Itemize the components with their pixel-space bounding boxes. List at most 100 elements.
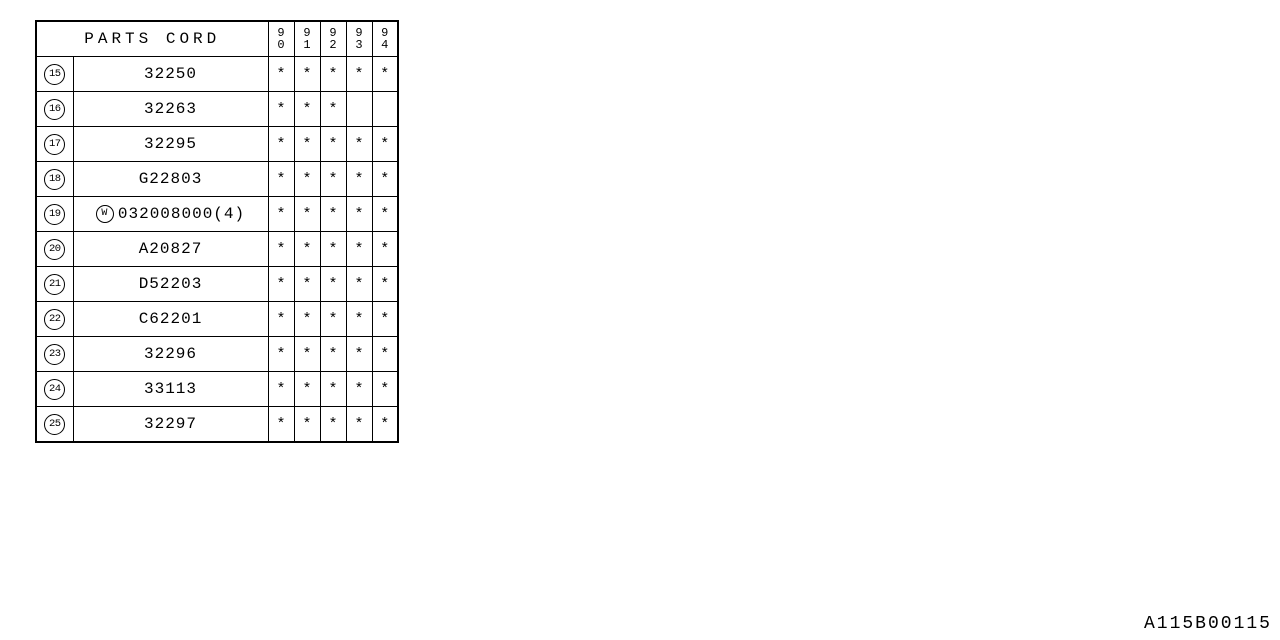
year-mark-cell: * xyxy=(268,337,294,372)
year-mark-cell: * xyxy=(294,232,320,267)
year-mark-cell: * xyxy=(268,267,294,302)
year-mark-cell: * xyxy=(346,232,372,267)
year-mark-cell: * xyxy=(320,337,346,372)
year-mark-cell xyxy=(346,92,372,127)
year-mark-cell: * xyxy=(320,197,346,232)
year-mark-cell: * xyxy=(294,267,320,302)
year-mark-cell: * xyxy=(320,57,346,92)
part-code-text: 32295 xyxy=(144,135,197,153)
year-mark-cell: * xyxy=(372,197,398,232)
year-mark-cell: * xyxy=(268,372,294,407)
table-row: 18G22803***** xyxy=(36,162,398,197)
part-code-text: A20827 xyxy=(139,240,203,258)
year-mark-cell: * xyxy=(346,267,372,302)
part-code-cell: A20827 xyxy=(73,232,268,267)
year-mark-cell: * xyxy=(268,232,294,267)
year-mark-cell: * xyxy=(320,232,346,267)
part-prefix-badge: W xyxy=(96,205,114,223)
year-mark-cell: * xyxy=(294,372,320,407)
year-mark-cell: * xyxy=(294,407,320,443)
header-year-90: 90 xyxy=(268,21,294,57)
row-index-badge: 19 xyxy=(44,204,65,225)
year-mark-cell: * xyxy=(320,302,346,337)
parts-table: PARTS CORD 90 91 92 93 94 1532250*****16… xyxy=(35,20,399,443)
row-index-cell: 17 xyxy=(36,127,73,162)
part-code-text: G22803 xyxy=(139,170,203,188)
year-mark-cell: * xyxy=(320,407,346,443)
year-mark-cell: * xyxy=(320,372,346,407)
part-code-cell: G22803 xyxy=(73,162,268,197)
table-body: 1532250*****1632263***1732295*****18G228… xyxy=(36,57,398,443)
table-row: 2433113***** xyxy=(36,372,398,407)
row-index-cell: 23 xyxy=(36,337,73,372)
year-mark-cell: * xyxy=(294,337,320,372)
row-index-cell: 20 xyxy=(36,232,73,267)
part-code-text: 33113 xyxy=(144,380,197,398)
row-index-badge: 22 xyxy=(44,309,65,330)
row-index-badge: 25 xyxy=(44,414,65,435)
year-mark-cell: * xyxy=(268,92,294,127)
year-mark-cell: * xyxy=(346,407,372,443)
row-index-cell: 19 xyxy=(36,197,73,232)
year-mark-cell: * xyxy=(294,302,320,337)
year-mark-cell: * xyxy=(294,127,320,162)
year-mark-cell: * xyxy=(320,92,346,127)
row-index-badge: 24 xyxy=(44,379,65,400)
year-mark-cell: * xyxy=(346,302,372,337)
table-row: 2532297***** xyxy=(36,407,398,443)
table-row: 2332296***** xyxy=(36,337,398,372)
year-mark-cell: * xyxy=(346,127,372,162)
year-mark-cell: * xyxy=(268,162,294,197)
row-index-badge: 15 xyxy=(44,64,65,85)
year-mark-cell: * xyxy=(346,57,372,92)
row-index-badge: 20 xyxy=(44,239,65,260)
part-code-cell: 33113 xyxy=(73,372,268,407)
year-mark-cell: * xyxy=(372,267,398,302)
part-code-text: 32296 xyxy=(144,345,197,363)
part-code-text: C62201 xyxy=(139,310,203,328)
part-code-text: 32250 xyxy=(144,65,197,83)
table-row: 22C62201***** xyxy=(36,302,398,337)
part-code-text: 32263 xyxy=(144,100,197,118)
part-code-cell: C62201 xyxy=(73,302,268,337)
year-mark-cell: * xyxy=(346,372,372,407)
header-parts-cord: PARTS CORD xyxy=(36,21,268,57)
row-index-badge: 23 xyxy=(44,344,65,365)
year-mark-cell: * xyxy=(372,127,398,162)
year-mark-cell: * xyxy=(268,127,294,162)
footer-reference-code: A115B00115 xyxy=(1144,614,1272,634)
year-mark-cell: * xyxy=(320,127,346,162)
table-row: 1632263*** xyxy=(36,92,398,127)
row-index-cell: 16 xyxy=(36,92,73,127)
part-code-text: 032008000(4) xyxy=(118,205,245,223)
part-code-cell: D52203 xyxy=(73,267,268,302)
year-mark-cell: * xyxy=(268,302,294,337)
table-row: 21D52203***** xyxy=(36,267,398,302)
year-mark-cell: * xyxy=(268,197,294,232)
header-year-92: 92 xyxy=(320,21,346,57)
part-code-cell: 32250 xyxy=(73,57,268,92)
year-mark-cell: * xyxy=(372,162,398,197)
row-index-cell: 22 xyxy=(36,302,73,337)
part-code-cell: 32297 xyxy=(73,407,268,443)
header-year-93: 93 xyxy=(346,21,372,57)
row-index-cell: 18 xyxy=(36,162,73,197)
part-code-cell: W032008000(4) xyxy=(73,197,268,232)
year-mark-cell: * xyxy=(294,197,320,232)
row-index-cell: 24 xyxy=(36,372,73,407)
row-index-badge: 18 xyxy=(44,169,65,190)
part-code-cell: 32295 xyxy=(73,127,268,162)
year-mark-cell: * xyxy=(372,372,398,407)
table-row: 20A20827***** xyxy=(36,232,398,267)
row-index-badge: 17 xyxy=(44,134,65,155)
year-mark-cell: * xyxy=(372,337,398,372)
row-index-cell: 25 xyxy=(36,407,73,443)
year-mark-cell: * xyxy=(346,197,372,232)
row-index-cell: 15 xyxy=(36,57,73,92)
part-code-cell: 32296 xyxy=(73,337,268,372)
year-mark-cell: * xyxy=(268,407,294,443)
year-mark-cell: * xyxy=(372,407,398,443)
part-code-cell: 32263 xyxy=(73,92,268,127)
row-index-cell: 21 xyxy=(36,267,73,302)
part-code-text: D52203 xyxy=(139,275,203,293)
